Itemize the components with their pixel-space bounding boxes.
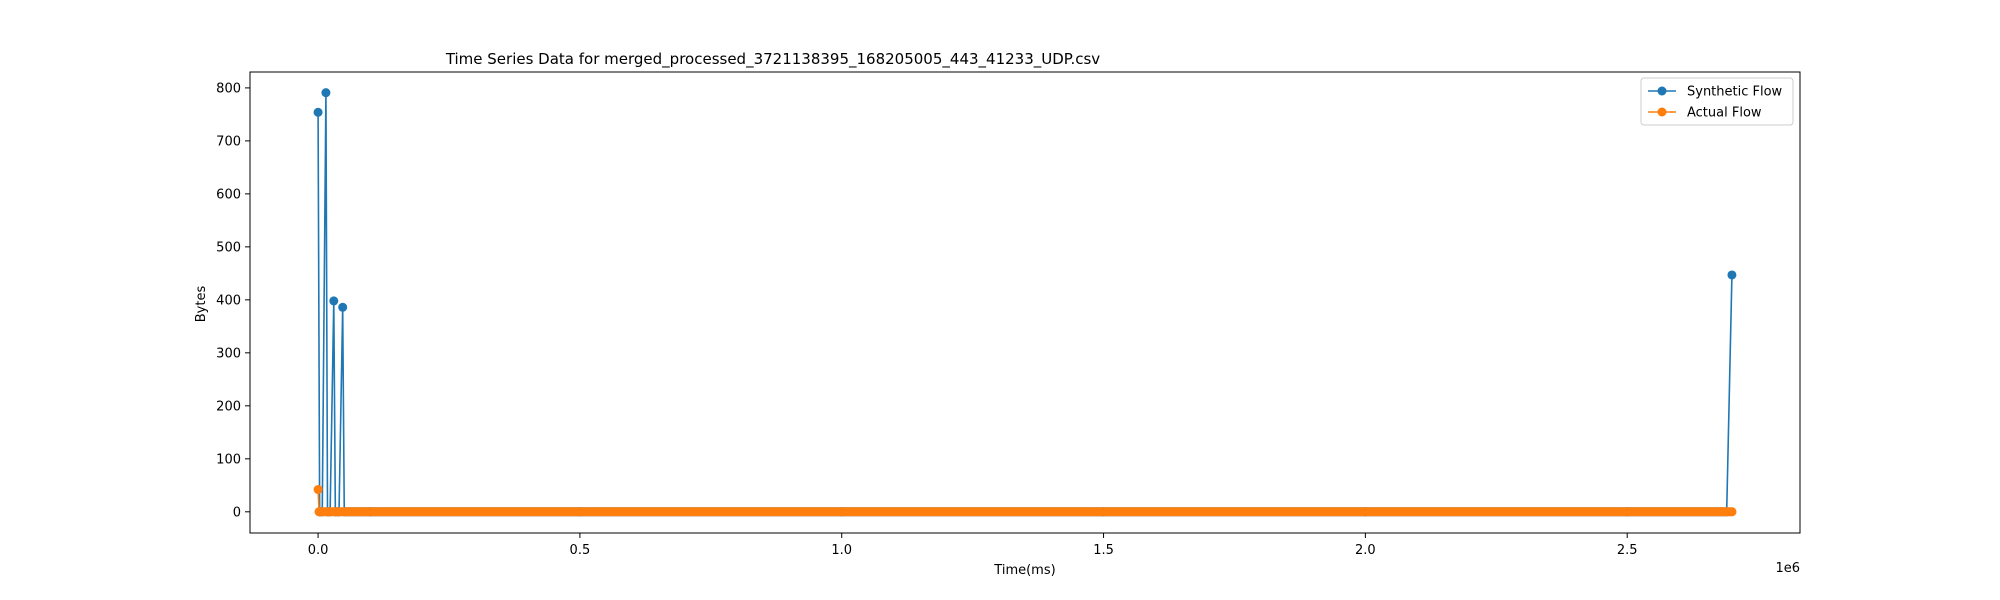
y-tick-label: 800 (216, 81, 241, 96)
data-point (1727, 270, 1737, 280)
y-axis: 0 100 200 300 400 500 600 700 800 (216, 81, 250, 520)
legend-entry: Synthetic Flow (1687, 85, 1783, 100)
x-tick-label: 2.0 (1355, 543, 1376, 558)
x-tick-label: 2.5 (1617, 543, 1638, 558)
x-axis: 0.0 0.5 1.0 1.5 2.0 2.5 (308, 533, 1638, 558)
plot-frame (249, 71, 1801, 534)
y-tick-label: 700 (216, 134, 241, 149)
x-offset-text: 1e6 (1775, 561, 1800, 576)
x-tick-label: 1.5 (1093, 543, 1114, 558)
chart-title: Time Series Data for merged_processed_37… (445, 50, 1100, 69)
y-tick-label: 300 (216, 346, 241, 361)
x-tick-label: 0.5 (570, 543, 591, 558)
legend-entry: Actual Flow (1687, 106, 1762, 121)
legend: Synthetic Flow Actual Flow (1640, 77, 1794, 126)
y-tick-label: 100 (216, 452, 241, 467)
data-point (329, 296, 339, 306)
y-axis-label: Bytes (194, 286, 209, 323)
data-point (313, 485, 323, 495)
x-tick-label: 0.0 (308, 543, 329, 558)
legend-box (1640, 77, 1794, 126)
data-point (314, 507, 324, 517)
series-layer (313, 88, 1737, 517)
x-axis-label: Time(ms) (993, 563, 1055, 578)
y-tick-label: 600 (216, 187, 241, 202)
y-tick-label: 0 (233, 505, 241, 520)
x-tick-label: 1.0 (831, 543, 852, 558)
data-point (321, 88, 331, 98)
data-point (313, 107, 323, 117)
legend-marker (1657, 107, 1667, 117)
series-line-0 (317, 91, 1733, 513)
y-tick-label: 400 (216, 293, 241, 308)
data-point (338, 302, 348, 312)
legend-marker (1657, 86, 1667, 96)
data-point (1727, 507, 1737, 517)
y-tick-label: 200 (216, 399, 241, 414)
y-tick-label: 500 (216, 240, 241, 255)
